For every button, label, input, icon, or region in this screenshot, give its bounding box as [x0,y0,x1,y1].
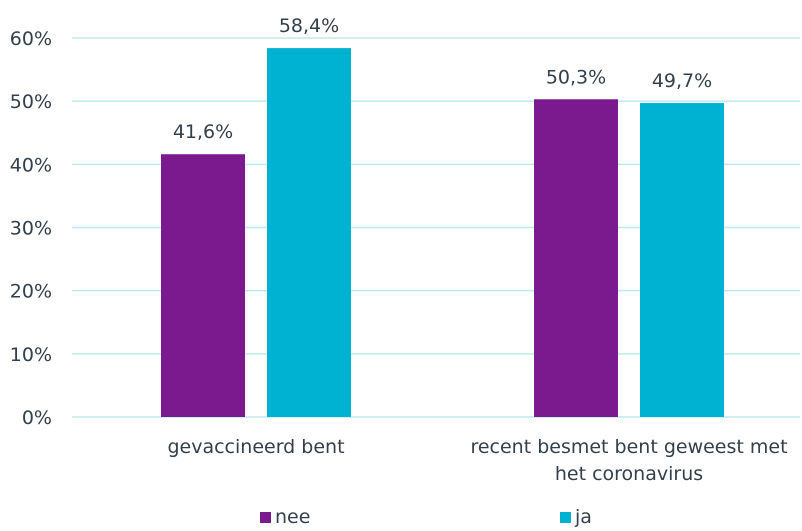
y-tick-label: 30% [10,218,52,240]
legend-swatch [260,512,271,523]
y-tick-label: 40% [10,154,52,176]
bar [640,103,724,417]
y-tick-label: 20% [10,281,52,303]
data-label: 49,7% [652,70,712,92]
y-tick-label: 0% [22,407,52,429]
data-label: 41,6% [173,121,233,143]
bar [161,154,245,417]
legend-swatch [560,512,571,523]
y-tick-label: 10% [10,344,52,366]
legend-label: nee [275,506,310,528]
bar [267,48,351,418]
bar [534,99,618,417]
x-category-label: het coronavirus [555,463,703,485]
data-label: 58,4% [279,15,339,37]
y-tick-label: 50% [10,91,52,113]
y-tick-label: 60% [10,28,52,50]
data-label: 50,3% [546,66,606,88]
legend-label: ja [574,506,592,528]
x-category-label: gevaccineerd bent [167,436,344,458]
x-category-label: recent besmet bent geweest met [470,436,787,458]
